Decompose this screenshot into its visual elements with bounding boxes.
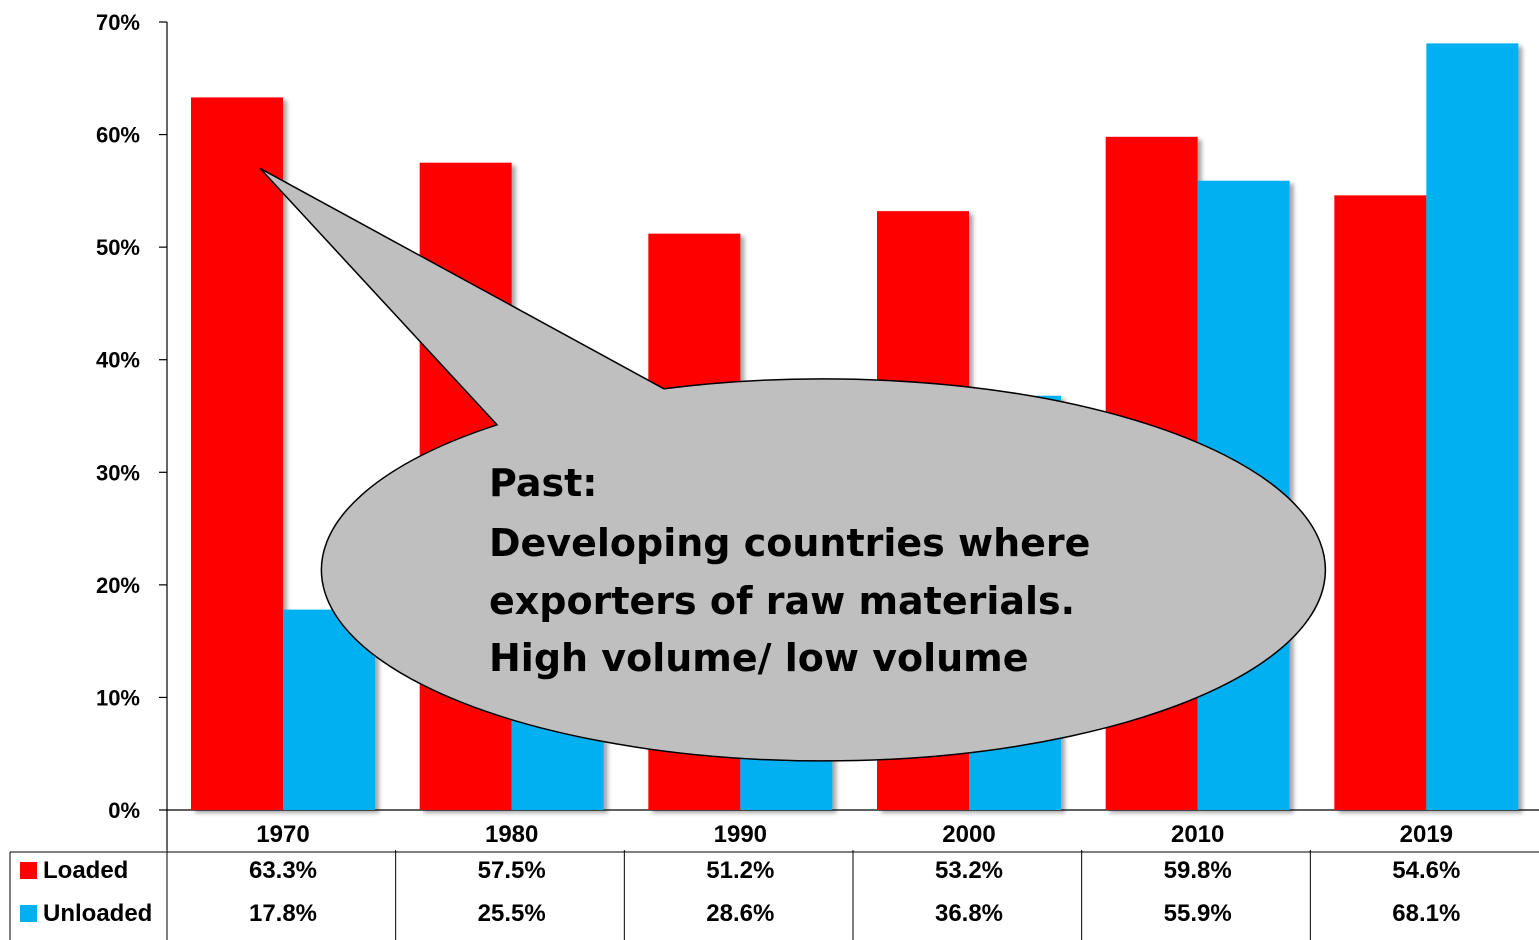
x-category-label: 2000 [942,821,995,848]
table-cell-value: 59.8% [1164,857,1232,884]
x-category-label: 2019 [1400,821,1453,848]
table-cell-value: 55.9% [1164,900,1232,927]
y-tick-label: 20% [96,573,140,598]
callout-line: exporters of raw materials. [489,579,1075,623]
table-cell-value: 63.3% [249,857,317,884]
callout-bubble [259,167,1327,762]
table-cell-value: 25.5% [478,900,546,927]
y-tick-label: 50% [96,235,140,260]
x-category-label: 1980 [485,821,538,848]
callout-line-title: Past: [489,461,597,505]
legend-key-unloaded [20,905,37,922]
legend-label-unloaded: Unloaded [43,900,152,927]
y-tick-label: 30% [96,460,140,485]
axes-layer: 0% 10% 20% 30% 40% 50% 60% 70% [96,10,1539,850]
table-cell-value: 54.6% [1392,857,1460,884]
y-tick-label: 0% [108,798,140,823]
table-cell-value: 68.1% [1392,900,1460,927]
x-category-label: 1970 [256,821,309,848]
data-table: 1970 1980 1990 2000 2010 2019 Loaded 63.3% 57.5%… [9,821,1539,940]
callout-annotation: Past: Developing countries where exporte… [259,167,1327,762]
callout-line: Developing countries where [489,521,1090,565]
callout-line: High volume/ low volume [489,636,1029,680]
table-cell-value: 28.6% [706,900,774,927]
y-tick-label: 70% [96,10,140,35]
table-cell-value: 53.2% [935,857,1003,884]
legend-key-loaded [20,862,37,879]
bar-loaded-1970 [191,97,283,811]
y-tick-label: 10% [96,685,140,710]
table-cell-value: 17.8% [249,900,317,927]
x-category-label: 2010 [1171,821,1224,848]
table-cell-value: 36.8% [935,900,1003,927]
table-cell-value: 51.2% [706,857,774,884]
y-tick-label: 60% [96,123,140,148]
x-category-label: 1990 [714,821,767,848]
bar-unloaded-2019 [1426,43,1519,811]
table-cell-value: 57.5% [478,857,546,884]
y-tick-label: 40% [96,348,140,373]
bar-loaded-2019 [1334,195,1427,811]
legend-label-loaded: Loaded [43,857,128,884]
